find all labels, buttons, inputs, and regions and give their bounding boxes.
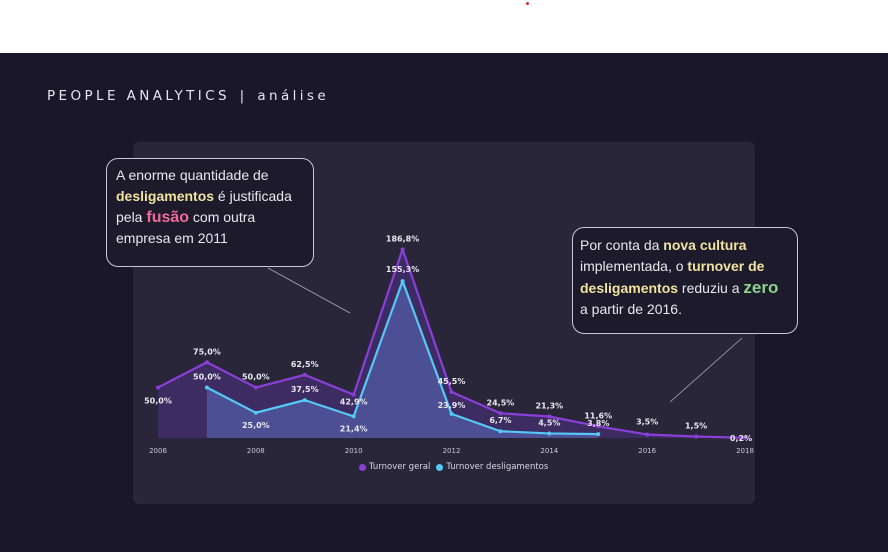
data-label: 186,8% (386, 234, 419, 243)
data-point[interactable] (498, 429, 503, 434)
data-label: 21,4% (340, 424, 368, 433)
data-point[interactable] (743, 435, 747, 440)
data-point[interactable] (547, 414, 552, 419)
data-label: 3,8% (587, 419, 609, 428)
legend-item-turnover-geral[interactable]: Turnover geral (359, 462, 430, 472)
page-title: PEOPLE ANALYTICS | análise (47, 88, 329, 104)
callout-left-text-1: A enorme quantidade de (116, 167, 269, 183)
data-label: 1,5% (685, 421, 707, 430)
data-point[interactable] (204, 385, 209, 390)
callout-right-highlight-turnover: turnover de desligamentos (580, 258, 765, 296)
data-label: 25,0% (242, 421, 270, 430)
legend-item-turnover-desligamentos[interactable]: Turnover desligamentos (436, 462, 548, 472)
data-label: 6,7% (489, 416, 511, 425)
data-label: 21,3% (535, 401, 563, 410)
data-label: 23,9% (438, 401, 466, 410)
callout-right-text-4: a partir de 2016. (580, 301, 682, 317)
data-point[interactable] (596, 424, 601, 429)
series-area-1 (206, 281, 599, 438)
callout-fusion: A enorme quantidade de desligamentos é j… (106, 158, 314, 267)
callout-right-text-2: implementada, o (580, 258, 688, 274)
title-text: PEOPLE ANALYTICS (47, 88, 230, 104)
data-point[interactable] (645, 432, 650, 437)
callout-left-highlight-desligamentos: desligamentos (116, 188, 215, 204)
data-label: 3,5% (636, 417, 658, 426)
subtitle-text: análise (257, 88, 330, 104)
data-point[interactable] (694, 434, 699, 439)
legend-swatch-geral (359, 463, 366, 471)
data-label: 155,3% (386, 265, 419, 274)
chart-legend: Turnover geral Turnover desligamentos (359, 462, 554, 472)
data-point[interactable] (156, 385, 160, 390)
data-label: 11,6% (584, 411, 612, 420)
data-point[interactable] (400, 247, 405, 252)
legend-label-geral: Turnover geral (369, 462, 431, 472)
data-label: 50,0% (242, 373, 270, 382)
data-label: 24,5% (487, 398, 515, 407)
red-dot (526, 2, 529, 5)
data-point[interactable] (449, 390, 454, 395)
x-tick-label: 2008 (247, 447, 265, 455)
series-area-0 (158, 249, 745, 438)
callout-left-text-3: com outra empresa em 2011 (116, 209, 256, 246)
data-label: 42,9% (340, 398, 368, 407)
callout-right-highlight-nova-cultura: nova cultura (663, 237, 747, 253)
x-tick-label: 2010 (345, 447, 363, 455)
data-label: 75,0% (193, 347, 221, 356)
data-label: 50,0% (193, 373, 221, 382)
data-point[interactable] (498, 411, 503, 416)
x-tick-label: 2016 (638, 447, 656, 455)
data-point[interactable] (596, 432, 601, 437)
data-label: 37,5% (291, 385, 319, 394)
callout-right-text-1: Por conta da (580, 237, 664, 253)
title-separator: | (239, 88, 248, 104)
data-label: 0,2% (730, 434, 752, 443)
data-point[interactable] (351, 392, 356, 397)
x-tick-label: 2018 (736, 447, 754, 455)
data-label: 50,0% (144, 397, 172, 406)
data-point[interactable] (204, 360, 209, 365)
data-point[interactable] (547, 431, 552, 436)
x-tick-label: 2006 (149, 447, 167, 455)
top-bar (0, 0, 888, 53)
data-label: 45,5% (438, 377, 466, 386)
data-point[interactable] (253, 385, 258, 390)
data-label: 62,5% (291, 360, 319, 369)
data-point[interactable] (400, 279, 405, 284)
data-point[interactable] (302, 398, 307, 403)
callout-new-culture: Por conta da nova cultura implementada, … (572, 227, 798, 334)
callout-right-text-3: reduziu a (678, 280, 744, 296)
x-tick-label: 2014 (540, 447, 558, 455)
callout-left-pointer (267, 267, 351, 314)
callout-right-highlight-zero: zero (743, 278, 779, 297)
callout-left-highlight-fusao: fusão (146, 209, 190, 226)
data-label: 4,5% (538, 418, 560, 427)
data-point[interactable] (351, 414, 356, 419)
data-point[interactable] (449, 411, 454, 416)
data-point[interactable] (302, 372, 307, 377)
x-tick-label: 2012 (443, 447, 461, 455)
legend-swatch-desligamentos (436, 463, 444, 471)
callout-left-text-2: é justificada pela (116, 188, 292, 225)
callout-right-pointer (669, 337, 743, 403)
data-point[interactable] (253, 410, 258, 415)
legend-label-desligamentos: Turnover desligamentos (446, 462, 549, 472)
